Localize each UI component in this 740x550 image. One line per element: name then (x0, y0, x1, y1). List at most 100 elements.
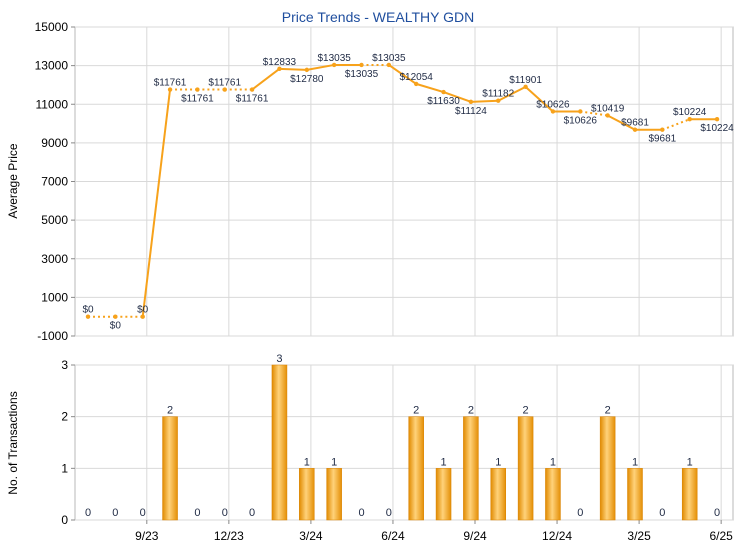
transaction-count-label: 0 (386, 507, 392, 519)
transaction-bar (599, 416, 616, 521)
price-data-label: $11630 (427, 96, 460, 107)
price-point (660, 127, 665, 132)
transaction-count-label: 2 (605, 405, 611, 417)
transaction-count-label: 0 (140, 507, 146, 519)
x-tick-label: 12/23 (214, 529, 244, 543)
transaction-bar (681, 468, 698, 521)
price-line-segment (607, 114, 636, 131)
transactions-y-tick-label: 3 (61, 358, 68, 372)
price-line-segment (251, 68, 281, 91)
chart-title: Price Trends - WEALTHY GDN (282, 9, 474, 25)
transaction-bar (545, 468, 561, 521)
price-point (277, 66, 282, 72)
transactions-panel: No. of Transactions 0 1 2 3 9/23 12/23 3/24 6/2… (6, 353, 734, 543)
transaction-bar (435, 468, 452, 521)
price-data-label: $10224 (673, 107, 707, 118)
price-data-label: $9681 (621, 118, 649, 129)
price-point (550, 109, 556, 114)
transaction-count-label: 2 (468, 405, 474, 417)
price-point (331, 62, 337, 68)
price-y-tick-label: -1000 (37, 329, 68, 343)
transaction-bar (463, 416, 479, 521)
price-point (304, 67, 309, 73)
price-point (386, 62, 392, 68)
price-data-label: $13035 (345, 69, 379, 80)
price-point (113, 314, 118, 319)
price-data-label: $12780 (290, 74, 324, 85)
transaction-count-label: 0 (112, 507, 118, 519)
price-point (414, 81, 419, 87)
transactions-y-tick-label: 0 (61, 513, 68, 527)
price-point (195, 87, 200, 92)
price-line-segment (306, 63, 335, 71)
transaction-count-label: 1 (304, 456, 310, 468)
price-point (441, 89, 446, 95)
price-line-segment (141, 89, 172, 317)
transaction-bar (627, 468, 643, 521)
transaction-count-label: 1 (632, 456, 638, 468)
price-panel: Average Price -1000 1000 3000 5000 7000 9000 1… (6, 20, 734, 343)
price-y-tick-label: 7000 (41, 175, 68, 189)
transaction-count-label: 2 (523, 405, 529, 417)
x-tick-label: 3/24 (299, 529, 323, 543)
transaction-count-label: 0 (85, 507, 91, 519)
x-tick-label: 9/24 (463, 529, 487, 543)
transaction-count-label: 0 (222, 507, 228, 519)
price-point (167, 87, 173, 92)
price-point (85, 314, 91, 319)
price-y-tick-label: 3000 (41, 252, 68, 266)
transaction-bar (162, 416, 178, 521)
x-tick-label: 9/23 (135, 529, 159, 543)
price-data-label: $9681 (648, 134, 676, 145)
transaction-count-label: 2 (413, 405, 419, 417)
transaction-bar (490, 468, 506, 521)
transaction-bar (299, 468, 315, 521)
price-y-tick-label: 9000 (41, 136, 68, 150)
price-point (249, 87, 255, 92)
transaction-count-label: 0 (249, 507, 255, 519)
price-point (140, 314, 145, 319)
price-point (359, 62, 364, 68)
price-line-segment (279, 67, 307, 71)
transaction-bar (271, 364, 288, 521)
transaction-count-label: 1 (687, 456, 693, 468)
x-tick-label: 3/25 (627, 529, 651, 543)
price-data-label: $13035 (372, 53, 406, 64)
transaction-count-label: 0 (194, 507, 200, 519)
price-data-label: $12054 (400, 72, 434, 83)
price-data-label: $0 (137, 305, 149, 316)
price-data-label: $11761 (181, 94, 214, 105)
price-y-tick-label: 1000 (41, 290, 68, 304)
x-tick-label: 6/24 (381, 529, 405, 543)
x-tick-label: 12/24 (542, 529, 572, 543)
price-point (523, 84, 528, 90)
price-data-label: $12833 (263, 57, 297, 68)
price-line-segment (415, 82, 444, 94)
transaction-count-label: 0 (714, 507, 720, 519)
transaction-bar (408, 416, 424, 521)
price-data-label: $10626 (536, 99, 570, 110)
price-point (687, 117, 692, 122)
transaction-count-label: 1 (440, 456, 446, 468)
price-data-label: $10224 (700, 123, 734, 134)
transaction-count-label: 0 (577, 507, 583, 519)
transaction-count-label: 1 (495, 456, 501, 468)
price-data-label: $10626 (564, 115, 598, 126)
transactions-grid (75, 364, 733, 521)
price-point (714, 117, 720, 122)
x-tick-label: 6/25 (709, 529, 733, 543)
price-data-label: $10419 (591, 103, 625, 114)
price-line-segment (524, 86, 554, 113)
price-point (496, 98, 501, 103)
price-line-segment (497, 85, 527, 102)
price-line-segment (388, 64, 417, 85)
price-data-label: $0 (82, 305, 94, 316)
transaction-count-label: 0 (358, 507, 364, 519)
price-point (468, 99, 474, 105)
price-line-segment (443, 91, 472, 103)
transaction-count-label: 1 (550, 456, 556, 468)
price-point (222, 87, 227, 92)
transaction-count-label: 0 (659, 507, 665, 519)
price-y-tick-label: 11000 (36, 97, 69, 111)
price-y-axis-label: Average Price (6, 143, 20, 218)
